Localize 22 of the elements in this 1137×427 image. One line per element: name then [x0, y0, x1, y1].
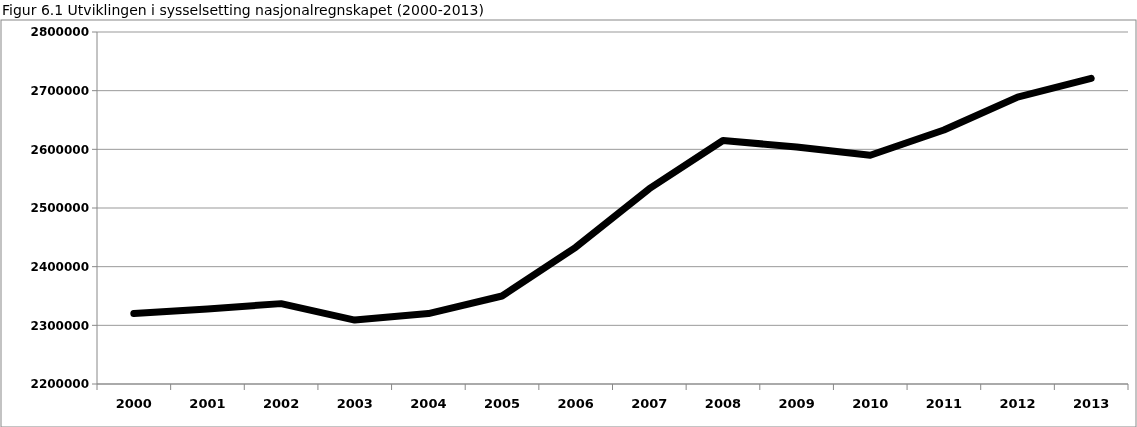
x-tick-label: 2013 [1073, 396, 1110, 411]
x-tick-label: 2008 [704, 396, 742, 411]
y-tick-label: 2400000 [30, 259, 89, 274]
x-tick-label: 2002 [263, 396, 300, 411]
chart-title: Figur 6.1 Utviklingen i sysselsetting nasjonalregnskapet (2000-2013) [2, 2, 484, 18]
y-tick-label: 2700000 [30, 83, 89, 98]
x-tick-label: 2009 [778, 396, 815, 411]
x-tick-label: 2005 [483, 396, 521, 411]
x-tick-label: 2001 [189, 396, 226, 411]
y-tick-label: 2600000 [30, 142, 89, 157]
x-tick-label: 2004 [410, 396, 447, 411]
y-tick-label: 2200000 [30, 377, 89, 392]
x-tick-label: 2007 [631, 396, 668, 411]
x-tick-label: 2003 [336, 396, 373, 411]
y-tick-label: 2800000 [30, 25, 89, 40]
x-tick-label: 2000 [115, 396, 152, 411]
y-tick-label: 2300000 [30, 318, 89, 333]
x-tick-label: 2010 [852, 396, 889, 411]
x-tick-label: 2006 [557, 396, 594, 411]
y-tick-label: 2500000 [30, 201, 89, 216]
x-tick-label: 2011 [925, 396, 962, 411]
x-tick-label: 2012 [999, 396, 1036, 411]
